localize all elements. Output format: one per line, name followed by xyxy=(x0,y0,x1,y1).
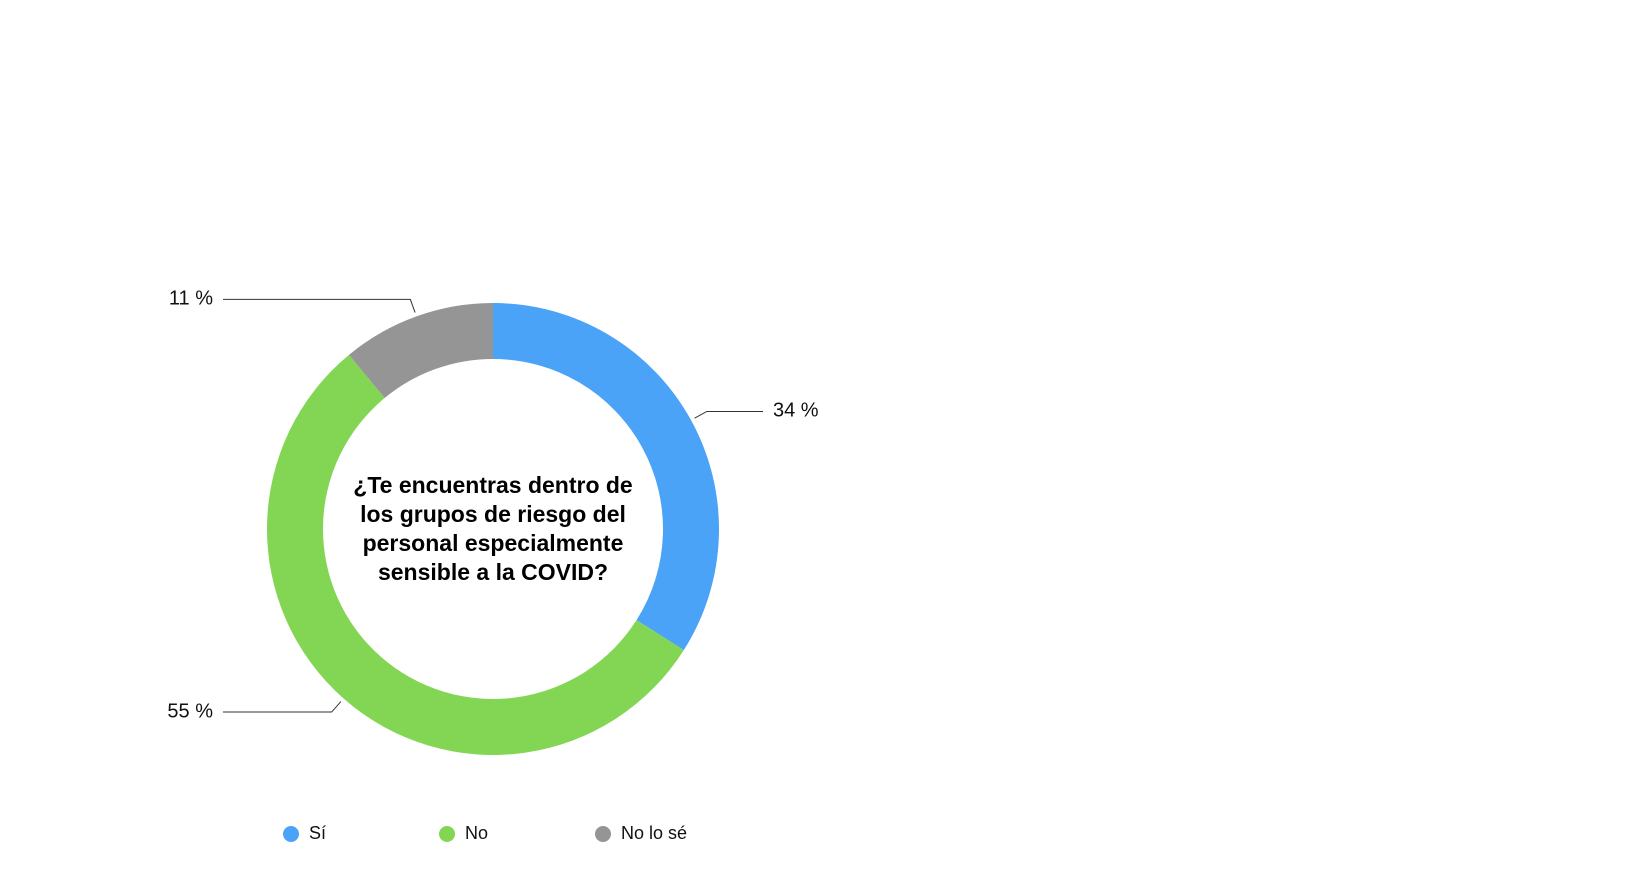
donut-segment xyxy=(267,354,684,756)
leader-line xyxy=(223,298,416,313)
value-label: 11 % xyxy=(169,288,213,310)
legend-marker xyxy=(283,826,299,842)
legend-marker xyxy=(595,826,611,842)
legend-label: No lo sé xyxy=(621,823,687,843)
donut-segment xyxy=(348,303,493,399)
legend-label: Sí xyxy=(309,823,326,843)
legend-marker xyxy=(439,826,455,842)
leader-line xyxy=(694,410,763,419)
legend-label: No xyxy=(465,823,488,843)
chart-title: ¿Te encuentras dentro de los grupos de r… xyxy=(353,472,633,585)
value-label: 55 % xyxy=(167,700,213,722)
donut-segment xyxy=(493,303,719,651)
value-label: 34 % xyxy=(773,400,819,422)
leader-line xyxy=(223,701,342,713)
